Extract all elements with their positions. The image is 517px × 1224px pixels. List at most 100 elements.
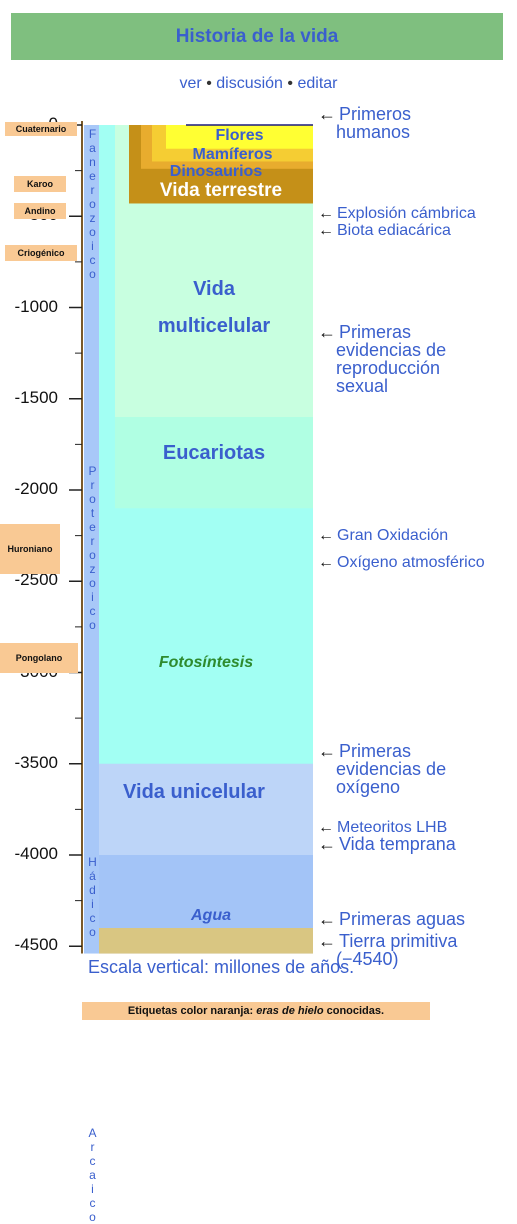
separator: •: [287, 75, 294, 92]
glaciation-label: Karoo: [14, 175, 66, 192]
event-line: evidencias de: [318, 341, 446, 359]
event-text: humanos: [336, 122, 411, 142]
event-line: ← Explosión cámbrica: [318, 205, 476, 222]
arrow-left-icon: ←: [318, 222, 334, 239]
event-text: Explosión cámbrica: [337, 205, 476, 222]
eon-letter: o: [89, 491, 96, 506]
label-vida-unicelular: Vida unicelular: [123, 781, 265, 803]
eon-letter: e: [89, 169, 96, 183]
event-text: Oxígeno atmosférico: [337, 554, 485, 571]
eon-letter: c: [89, 911, 96, 925]
event-text: reproducción: [336, 358, 441, 378]
discussion-link[interactable]: discusión: [216, 75, 283, 92]
arrow-left-icon: ←: [318, 909, 336, 929]
event-line: (−4540): [318, 950, 457, 968]
event-text: oxígeno: [336, 777, 401, 797]
eon-letter: i: [91, 239, 94, 253]
event-text: evidencias de: [336, 340, 447, 360]
event-label: ← Primeras aguas: [318, 910, 465, 928]
eon-letter: o: [89, 547, 96, 562]
event-label: ← Explosión cámbrica: [318, 205, 476, 222]
event-text: sexual: [336, 376, 389, 396]
life-timeline-diagram: [69, 121, 313, 954]
eon-letter: r: [90, 1140, 95, 1155]
label-vida-terrestre: Vida terrestre: [159, 180, 283, 201]
label-dinosaurios: Dinosaurios: [169, 163, 263, 180]
event-line: evidencias de: [318, 760, 446, 778]
event-line: reproducción: [318, 359, 446, 377]
eon-letter: i: [91, 897, 94, 911]
arrow-left-icon: ←: [318, 554, 334, 571]
arrow-left-icon: ←: [318, 205, 334, 222]
eon-letter: o: [89, 267, 96, 281]
eon-letter: d: [89, 883, 96, 897]
eon-letter: o: [89, 617, 96, 632]
separator: •: [206, 75, 212, 92]
event-line: ← Oxígeno atmosférico: [318, 554, 485, 571]
eon-letter: r: [90, 477, 95, 492]
page-title: Historia de la vida: [175, 26, 339, 47]
tick-label: -1500: [14, 387, 58, 407]
event-label: ← Primeras evidencias de reproducción sexual: [318, 323, 446, 395]
view-link[interactable]: ver: [179, 75, 202, 92]
tick-label: -1000: [14, 296, 58, 316]
eon-letter: z: [89, 561, 96, 576]
eon-letter: c: [89, 603, 96, 618]
event-label: ← Primeras evidencias de oxígeno: [318, 742, 446, 796]
label-fotosintesis: Fotosíntesis: [158, 654, 254, 671]
eon-letter: c: [89, 253, 96, 267]
arrow-left-icon: ←: [318, 834, 336, 854]
event-text: Primeras: [339, 741, 412, 761]
scale-note: Escala vertical: millones de años.: [88, 957, 355, 977]
eon-letter: a: [89, 1168, 96, 1183]
event-line: ← Tierra primitiva: [318, 932, 457, 950]
event-label: ← Meteoritos LHB: [318, 819, 447, 836]
event-text: evidencias de: [336, 759, 447, 779]
event-text: Tierra primitiva: [339, 931, 458, 951]
eon-letter: o: [89, 225, 96, 239]
eon-bar: [84, 125, 99, 954]
event-line: ← Primeros: [318, 105, 411, 123]
arrow-left-icon: ←: [318, 931, 336, 951]
arrow-left-icon: ←: [318, 819, 334, 836]
glaciation-label: Criogénico: [5, 245, 77, 262]
tick-label: -3500: [14, 752, 58, 772]
label-vida: Vida: [193, 278, 235, 300]
event-line: ← Primeras aguas: [318, 910, 465, 928]
tick-label: -2500: [14, 570, 58, 590]
eon-letter: o: [89, 1210, 96, 1224]
event-line: ← Primeras: [318, 742, 446, 760]
edit-link[interactable]: editar: [297, 75, 338, 92]
event-line: ← Gran Oxidación: [318, 527, 448, 544]
tick-label: -4500: [14, 935, 58, 955]
eon-letter: F: [88, 127, 97, 141]
eon-letter: a: [89, 141, 96, 155]
event-text: Primeras aguas: [339, 909, 466, 929]
event-text: Primeras: [339, 322, 412, 342]
eon-letter: c: [89, 1196, 96, 1211]
event-label: ← Vida temprana: [318, 835, 456, 853]
event-line: sexual: [318, 377, 446, 395]
event-line: ← Vida temprana: [318, 835, 456, 853]
label-flores: Flores: [215, 127, 264, 144]
event-text: (−4540): [336, 949, 399, 969]
eon-letter: P: [88, 463, 97, 478]
label-agua: Agua: [191, 907, 231, 924]
event-text: Meteoritos LHB: [337, 819, 448, 836]
eon-letter: c: [89, 1154, 96, 1169]
eon-letter: n: [89, 155, 96, 169]
eon-letter: i: [91, 589, 94, 604]
eon-letter: o: [89, 925, 96, 939]
glaciation-label: Huroniano: [0, 523, 60, 574]
eon-letter: z: [89, 211, 96, 225]
eon-letter: i: [91, 1182, 94, 1197]
event-label: ← Gran Oxidación: [318, 527, 448, 544]
tick-label: -2000: [14, 479, 58, 498]
glaciation-legend: Etiquetas color naranja: eras de hielo c…: [82, 1002, 430, 1020]
block-tierra: [99, 928, 313, 954]
event-line: ← Biota ediacárica: [318, 222, 451, 239]
tick-label: -4000: [14, 844, 58, 863]
event-label: ← Primeros humanos: [318, 105, 411, 141]
